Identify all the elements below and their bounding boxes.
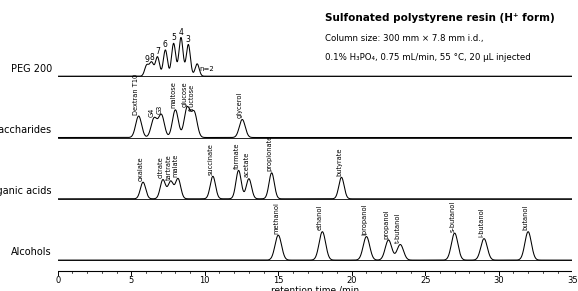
Text: t-butanol: t-butanol xyxy=(395,213,401,243)
Text: 8: 8 xyxy=(149,53,154,62)
Text: 9: 9 xyxy=(144,55,149,64)
Text: 3: 3 xyxy=(186,35,191,44)
Text: fructose: fructose xyxy=(189,84,195,111)
Text: 35: 35 xyxy=(567,276,577,285)
Text: acetate: acetate xyxy=(243,152,250,178)
Text: 25: 25 xyxy=(420,276,431,285)
Text: formate: formate xyxy=(234,143,239,169)
Text: ethanol: ethanol xyxy=(317,205,323,230)
Text: maltose: maltose xyxy=(170,81,176,109)
Text: oxalate: oxalate xyxy=(138,156,144,181)
Text: tartrate: tartrate xyxy=(165,155,172,180)
Text: Alcohols: Alcohols xyxy=(12,247,52,258)
Text: 15: 15 xyxy=(273,276,284,285)
Text: 20: 20 xyxy=(346,276,357,285)
Text: 0.1% H₃PO₄, 0.75 mL/min, 55 °C, 20 μL injected: 0.1% H₃PO₄, 0.75 mL/min, 55 °C, 20 μL in… xyxy=(325,53,531,62)
Text: retention time /min: retention time /min xyxy=(271,285,359,291)
Text: Sulfonated polystyrene resin (H⁺ form): Sulfonated polystyrene resin (H⁺ form) xyxy=(325,13,555,23)
Text: glucose: glucose xyxy=(182,81,188,107)
Text: G3: G3 xyxy=(156,104,162,114)
Text: methanol: methanol xyxy=(273,202,279,234)
Text: 6: 6 xyxy=(163,40,168,49)
Text: PEG 200: PEG 200 xyxy=(10,63,52,74)
Text: 30: 30 xyxy=(494,276,504,285)
Text: 5: 5 xyxy=(171,33,176,42)
Text: citrate: citrate xyxy=(158,157,164,178)
Text: ipropanol: ipropanol xyxy=(361,204,367,235)
Text: glycerol: glycerol xyxy=(237,92,243,118)
Text: 5: 5 xyxy=(129,276,134,285)
Text: s-butanol: s-butanol xyxy=(449,200,455,232)
Text: Organic acids: Organic acids xyxy=(0,186,52,196)
Text: Column size: 300 mm × 7.8 mm i.d.,: Column size: 300 mm × 7.8 mm i.d., xyxy=(325,34,484,43)
Text: 7: 7 xyxy=(155,47,160,56)
Text: malate: malate xyxy=(173,154,179,178)
Text: 10: 10 xyxy=(199,276,210,285)
Text: 0: 0 xyxy=(55,276,61,285)
Text: n=2: n=2 xyxy=(199,66,214,72)
Text: propionate: propionate xyxy=(266,135,272,171)
Text: 4: 4 xyxy=(179,28,183,37)
Text: saccharides: saccharides xyxy=(0,125,52,135)
Text: G4: G4 xyxy=(149,108,155,117)
Text: butyrate: butyrate xyxy=(336,148,342,176)
Text: propanol: propanol xyxy=(383,209,389,239)
Text: butanol: butanol xyxy=(523,205,529,230)
Text: Dextran T10: Dextran T10 xyxy=(134,73,139,115)
Text: i-butanol: i-butanol xyxy=(479,208,485,237)
Text: succinate: succinate xyxy=(208,143,214,175)
